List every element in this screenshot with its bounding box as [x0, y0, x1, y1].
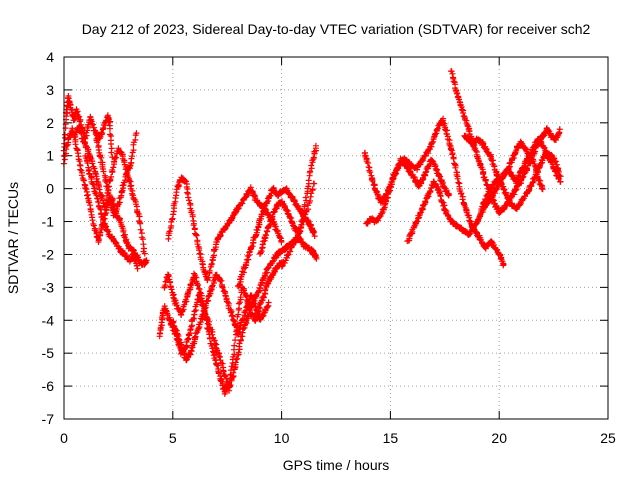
- y-tick-label: -3: [42, 279, 55, 295]
- series-markers: [478, 150, 564, 213]
- series-13: [363, 155, 452, 227]
- series-6: [161, 259, 285, 397]
- y-tick-label: -2: [42, 246, 55, 262]
- series-markers: [72, 123, 148, 257]
- series-markers: [82, 153, 141, 272]
- series-15: [448, 68, 563, 217]
- x-tick-label: 20: [491, 430, 507, 446]
- series-17: [478, 150, 564, 213]
- series-1: [60, 125, 150, 268]
- series-markers: [363, 155, 452, 227]
- series-4: [93, 130, 140, 219]
- x-tick-label: 5: [169, 430, 177, 446]
- x-tick-label: 25: [600, 430, 616, 446]
- y-tick-label: -4: [42, 312, 55, 328]
- series-markers: [93, 130, 140, 219]
- y-tick-label: -1: [42, 214, 55, 230]
- series-11: [278, 180, 318, 270]
- series-markers: [278, 180, 318, 270]
- x-tick-label: 10: [274, 430, 290, 446]
- series-markers: [161, 259, 285, 397]
- y-tick-label: -7: [42, 411, 55, 427]
- series-2: [72, 123, 148, 257]
- plot-frame: [63, 56, 609, 420]
- tick-labels: 0 5 10 15 20 25 -7 -6 -5 -4 -3 -2 -1 0 1 2 3 4: [42, 49, 616, 446]
- y-axis-label: SDTVAR / TECUs: [5, 182, 21, 294]
- series-12: [361, 115, 507, 269]
- y-tick-label: 3: [46, 82, 54, 98]
- x-tick-label: 15: [383, 430, 399, 446]
- data-points: [60, 68, 564, 397]
- series-9: [234, 184, 318, 290]
- y-tick-label: 2: [46, 115, 54, 131]
- y-tick-label: -6: [42, 378, 55, 394]
- series-3: [82, 153, 141, 272]
- grid-lines: [64, 57, 608, 419]
- series-8: [169, 271, 272, 364]
- x-tick-label: 0: [60, 430, 68, 446]
- series-markers: [165, 174, 285, 284]
- axis-ticks: [63, 56, 609, 420]
- x-axis-label: GPS time / hours: [283, 457, 390, 473]
- y-tick-label: -5: [42, 345, 55, 361]
- y-tick-label: 0: [46, 181, 54, 197]
- chart-title: Day 212 of 2023, Sidereal Day-to-day VTE…: [82, 21, 591, 37]
- series-markers: [234, 184, 318, 290]
- series-markers: [169, 271, 272, 364]
- y-tick-label: 4: [46, 49, 54, 65]
- series-markers: [361, 115, 507, 269]
- series-markers: [448, 68, 563, 217]
- series-markers: [60, 125, 150, 268]
- y-tick-label: 1: [46, 148, 54, 164]
- series-7: [165, 174, 285, 284]
